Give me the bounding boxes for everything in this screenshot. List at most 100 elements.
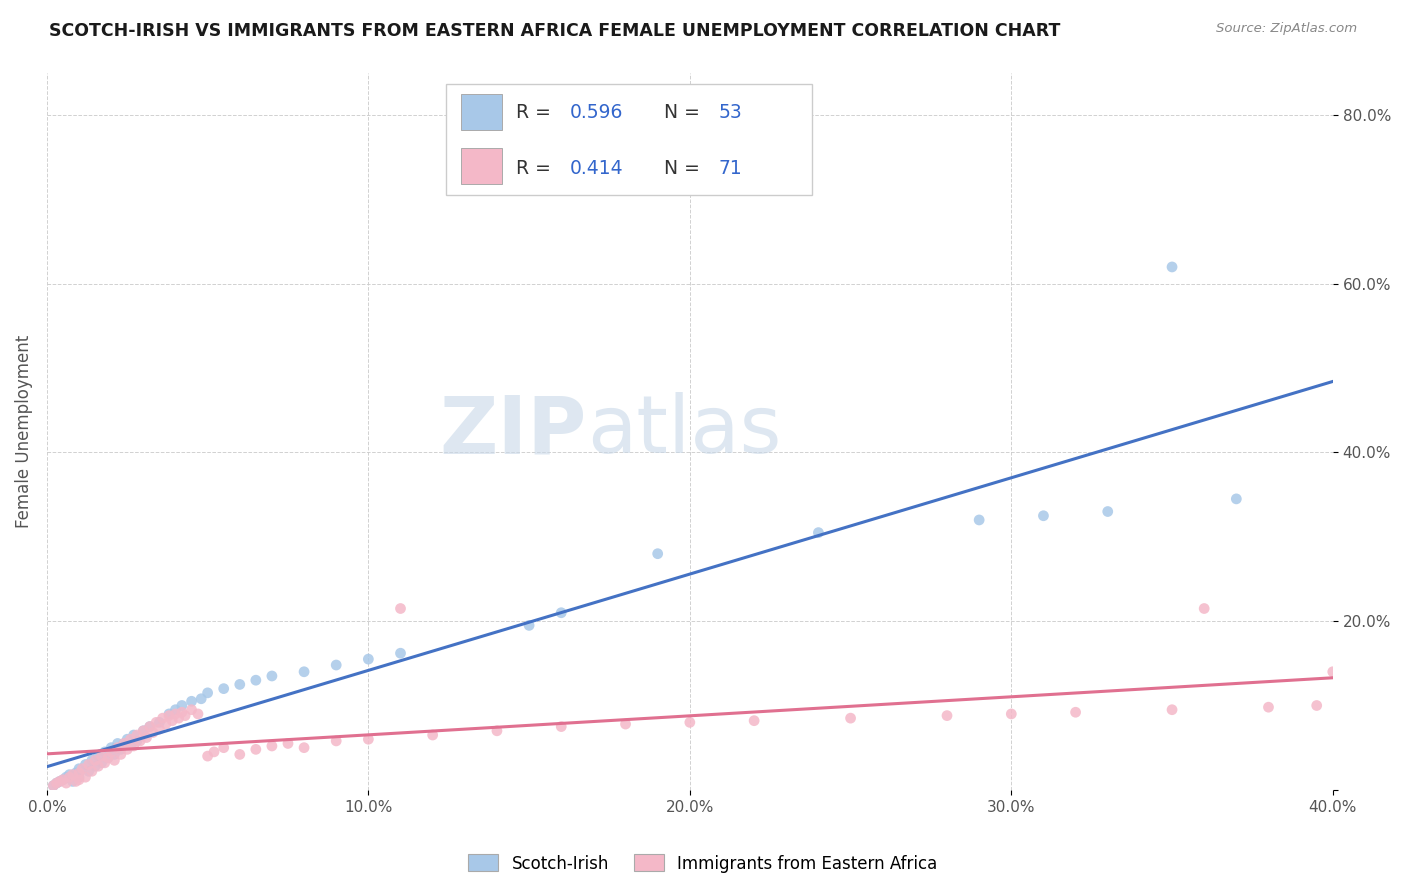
Point — [165, 703, 187, 717]
Text: ZIP: ZIP — [440, 392, 586, 470]
Point — [148, 722, 170, 736]
Point — [202, 745, 225, 759]
Text: 0.596: 0.596 — [571, 103, 624, 122]
Point — [48, 774, 70, 789]
Point — [84, 753, 107, 767]
Point — [122, 739, 145, 753]
Point — [174, 708, 197, 723]
Text: R =: R = — [516, 159, 557, 178]
Point — [550, 720, 572, 734]
Text: atlas: atlas — [586, 392, 782, 470]
FancyBboxPatch shape — [461, 148, 502, 184]
Point — [80, 753, 103, 767]
Point — [967, 513, 990, 527]
Point — [87, 759, 110, 773]
Legend: Scotch-Irish, Immigrants from Eastern Africa: Scotch-Irish, Immigrants from Eastern Af… — [461, 847, 945, 880]
Point — [97, 751, 120, 765]
Point — [260, 669, 283, 683]
Point — [110, 747, 132, 762]
Point — [422, 728, 444, 742]
Point — [647, 547, 669, 561]
Point — [67, 770, 90, 784]
Point — [75, 770, 97, 784]
Point — [212, 681, 235, 696]
Point — [1032, 508, 1054, 523]
Point — [742, 714, 765, 728]
Point — [52, 772, 75, 787]
Point — [125, 728, 148, 742]
Point — [125, 734, 148, 748]
Point — [170, 705, 193, 719]
Point — [90, 756, 112, 770]
Point — [112, 736, 135, 750]
Point — [77, 764, 100, 779]
Point — [197, 686, 219, 700]
Point — [94, 745, 117, 759]
Point — [325, 658, 347, 673]
Text: N =: N = — [664, 159, 706, 178]
Point — [260, 739, 283, 753]
Point — [229, 677, 252, 691]
Point — [70, 762, 93, 776]
Point — [839, 711, 862, 725]
Point — [1000, 706, 1022, 721]
Text: 71: 71 — [718, 159, 742, 178]
Point — [142, 725, 165, 739]
Point — [107, 740, 129, 755]
Text: R =: R = — [516, 103, 557, 122]
Point — [42, 779, 65, 793]
Point — [485, 723, 508, 738]
Point — [1097, 504, 1119, 518]
Point — [132, 723, 155, 738]
FancyBboxPatch shape — [461, 95, 502, 130]
Point — [325, 734, 347, 748]
Point — [550, 606, 572, 620]
Point — [135, 731, 157, 745]
Point — [936, 708, 959, 723]
Point — [197, 749, 219, 764]
Point — [139, 720, 162, 734]
Point — [292, 665, 315, 679]
Point — [157, 708, 180, 723]
Point — [229, 747, 252, 762]
Point — [58, 770, 80, 784]
Point — [87, 749, 110, 764]
Point — [75, 757, 97, 772]
Y-axis label: Female Unemployment: Female Unemployment — [15, 334, 32, 528]
Point — [120, 739, 142, 753]
Point — [84, 759, 107, 773]
Point — [117, 732, 139, 747]
Point — [389, 601, 412, 615]
Point — [100, 745, 122, 759]
Point — [55, 770, 77, 784]
Text: 0.414: 0.414 — [571, 159, 624, 178]
Point — [245, 673, 267, 688]
Point — [55, 776, 77, 790]
Point — [148, 715, 170, 730]
Point — [90, 749, 112, 764]
Point — [145, 715, 167, 730]
Point — [277, 736, 299, 750]
Point — [1161, 260, 1184, 274]
Point — [170, 698, 193, 713]
Point — [190, 691, 212, 706]
Text: Source: ZipAtlas.com: Source: ZipAtlas.com — [1216, 22, 1357, 36]
Point — [152, 711, 174, 725]
Text: 53: 53 — [718, 103, 742, 122]
Point — [112, 736, 135, 750]
Point — [117, 742, 139, 756]
Point — [180, 703, 202, 717]
Point — [1257, 700, 1279, 714]
Point — [357, 652, 380, 666]
Point — [357, 732, 380, 747]
Point — [48, 774, 70, 789]
Point — [129, 734, 152, 748]
Point — [1192, 601, 1215, 615]
Point — [517, 618, 540, 632]
Point — [110, 742, 132, 756]
Point — [292, 740, 315, 755]
Point — [65, 774, 87, 789]
Point — [1064, 705, 1087, 719]
Point — [77, 757, 100, 772]
Point — [679, 715, 702, 730]
